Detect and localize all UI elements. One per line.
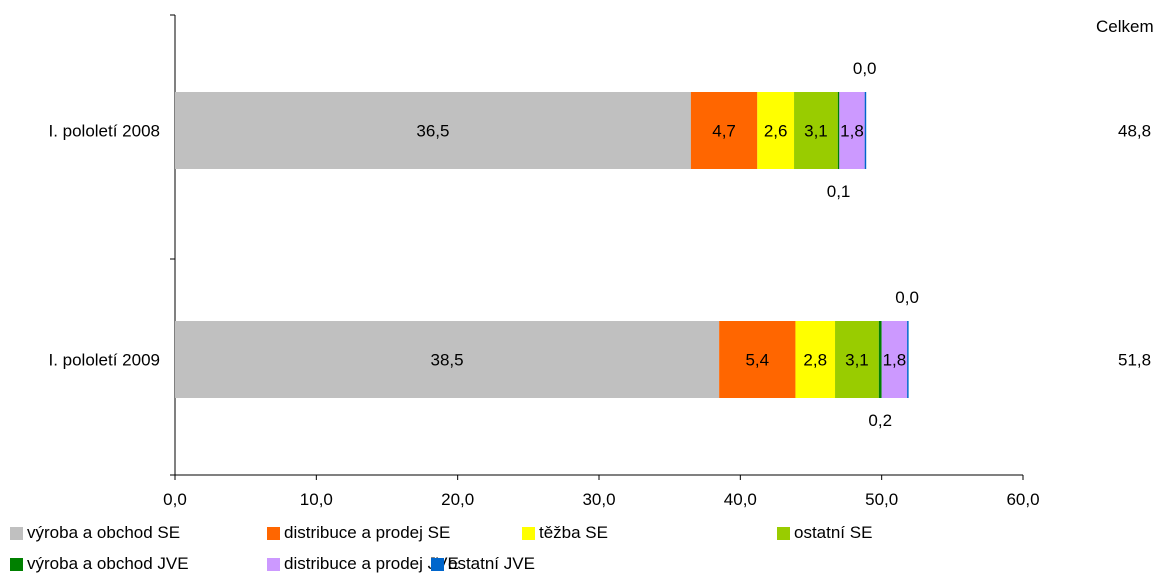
data-label: 38,5 xyxy=(431,351,464,370)
data-label: 0,1 xyxy=(827,182,851,201)
total-value: 48,8 xyxy=(1118,122,1151,141)
data-label: 4,7 xyxy=(712,122,736,141)
data-label: 36,5 xyxy=(416,122,449,141)
legend-label: výroba a obchod SE xyxy=(27,523,181,542)
x-axis-ticks: 0,0 10,0 20,0 30,0 40,0 50,0 60,0 xyxy=(163,475,1040,509)
category-label: I. pololetí 2008 xyxy=(48,122,160,141)
legend-item: distribuce a prodej JVE xyxy=(267,554,459,574)
bar-segment xyxy=(881,321,908,398)
bar-segment xyxy=(878,321,882,398)
x-tick-label: 40,0 xyxy=(724,490,757,509)
legend-item: výroba a obchod JVE xyxy=(10,554,189,574)
bar-segment xyxy=(835,321,879,398)
legend-swatch xyxy=(522,526,535,540)
bar-segment xyxy=(864,92,867,169)
x-tick-label: 10,0 xyxy=(300,490,333,509)
data-label: 0,2 xyxy=(868,411,892,430)
data-label: 0,0 xyxy=(853,59,877,78)
data-label: 1,8 xyxy=(840,122,864,141)
legend-item: výroba a obchod SE xyxy=(10,523,180,543)
bar-segment xyxy=(719,321,796,398)
legend-label: výroba a obchod JVE xyxy=(27,554,189,573)
bar-segment xyxy=(839,92,865,169)
totals: 48,8 51,8 xyxy=(1118,122,1151,370)
totals-header: Celkem xyxy=(1096,17,1154,36)
legend-label: ostatní SE xyxy=(794,523,873,542)
y-axis-ticks xyxy=(170,14,175,476)
legend-label: ostatní JVE xyxy=(448,554,535,573)
x-tick-label: 60,0 xyxy=(1006,490,1039,509)
legend-swatch xyxy=(10,557,23,571)
bar-segment xyxy=(175,92,691,169)
bar-segment xyxy=(837,92,840,169)
legend-swatch xyxy=(267,557,280,571)
legend-swatch xyxy=(10,526,23,540)
bar-segment xyxy=(795,321,836,398)
data-label: 3,1 xyxy=(845,351,869,370)
bar-segment xyxy=(757,92,795,169)
category-label: I. pololetí 2009 xyxy=(48,351,160,370)
legend-label: těžba SE xyxy=(539,523,608,542)
x-tick-label: 0,0 xyxy=(163,490,187,509)
x-tick-label: 20,0 xyxy=(441,490,474,509)
category-labels: I. pololetí 2008 I. pololetí 2009 xyxy=(48,122,160,370)
data-label: 1,8 xyxy=(883,351,907,370)
bar-segment xyxy=(175,321,720,398)
data-label: 5,4 xyxy=(745,351,769,370)
legend-item: distribuce a prodej SE xyxy=(267,523,450,543)
data-label: 3,1 xyxy=(804,122,828,141)
legend-item: ostatní JVE xyxy=(431,554,535,574)
legend-item: těžba SE xyxy=(522,523,608,543)
x-tick-label: 50,0 xyxy=(865,490,898,509)
legend-swatch xyxy=(777,526,790,540)
legend-label: distribuce a prodej JVE xyxy=(284,554,459,573)
bars xyxy=(175,92,909,398)
data-label: 2,6 xyxy=(764,122,788,141)
legend-label: distribuce a prodej SE xyxy=(284,523,451,542)
legend-swatch xyxy=(267,526,280,540)
bar-segment xyxy=(690,92,758,169)
x-tick-label: 30,0 xyxy=(582,490,615,509)
legend-item: ostatní SE xyxy=(777,523,872,543)
data-label: 2,8 xyxy=(803,351,827,370)
data-labels: 36,5 4,7 2,6 3,1 0,1 1,8 0,0 38,5 5,4 2,8 3,1 0,2 1,… xyxy=(416,59,919,430)
total-value: 51,8 xyxy=(1118,351,1151,370)
legend-swatch xyxy=(431,557,444,571)
bar-segment xyxy=(794,92,838,169)
bar-segment xyxy=(907,321,909,398)
data-label: 0,0 xyxy=(895,288,919,307)
